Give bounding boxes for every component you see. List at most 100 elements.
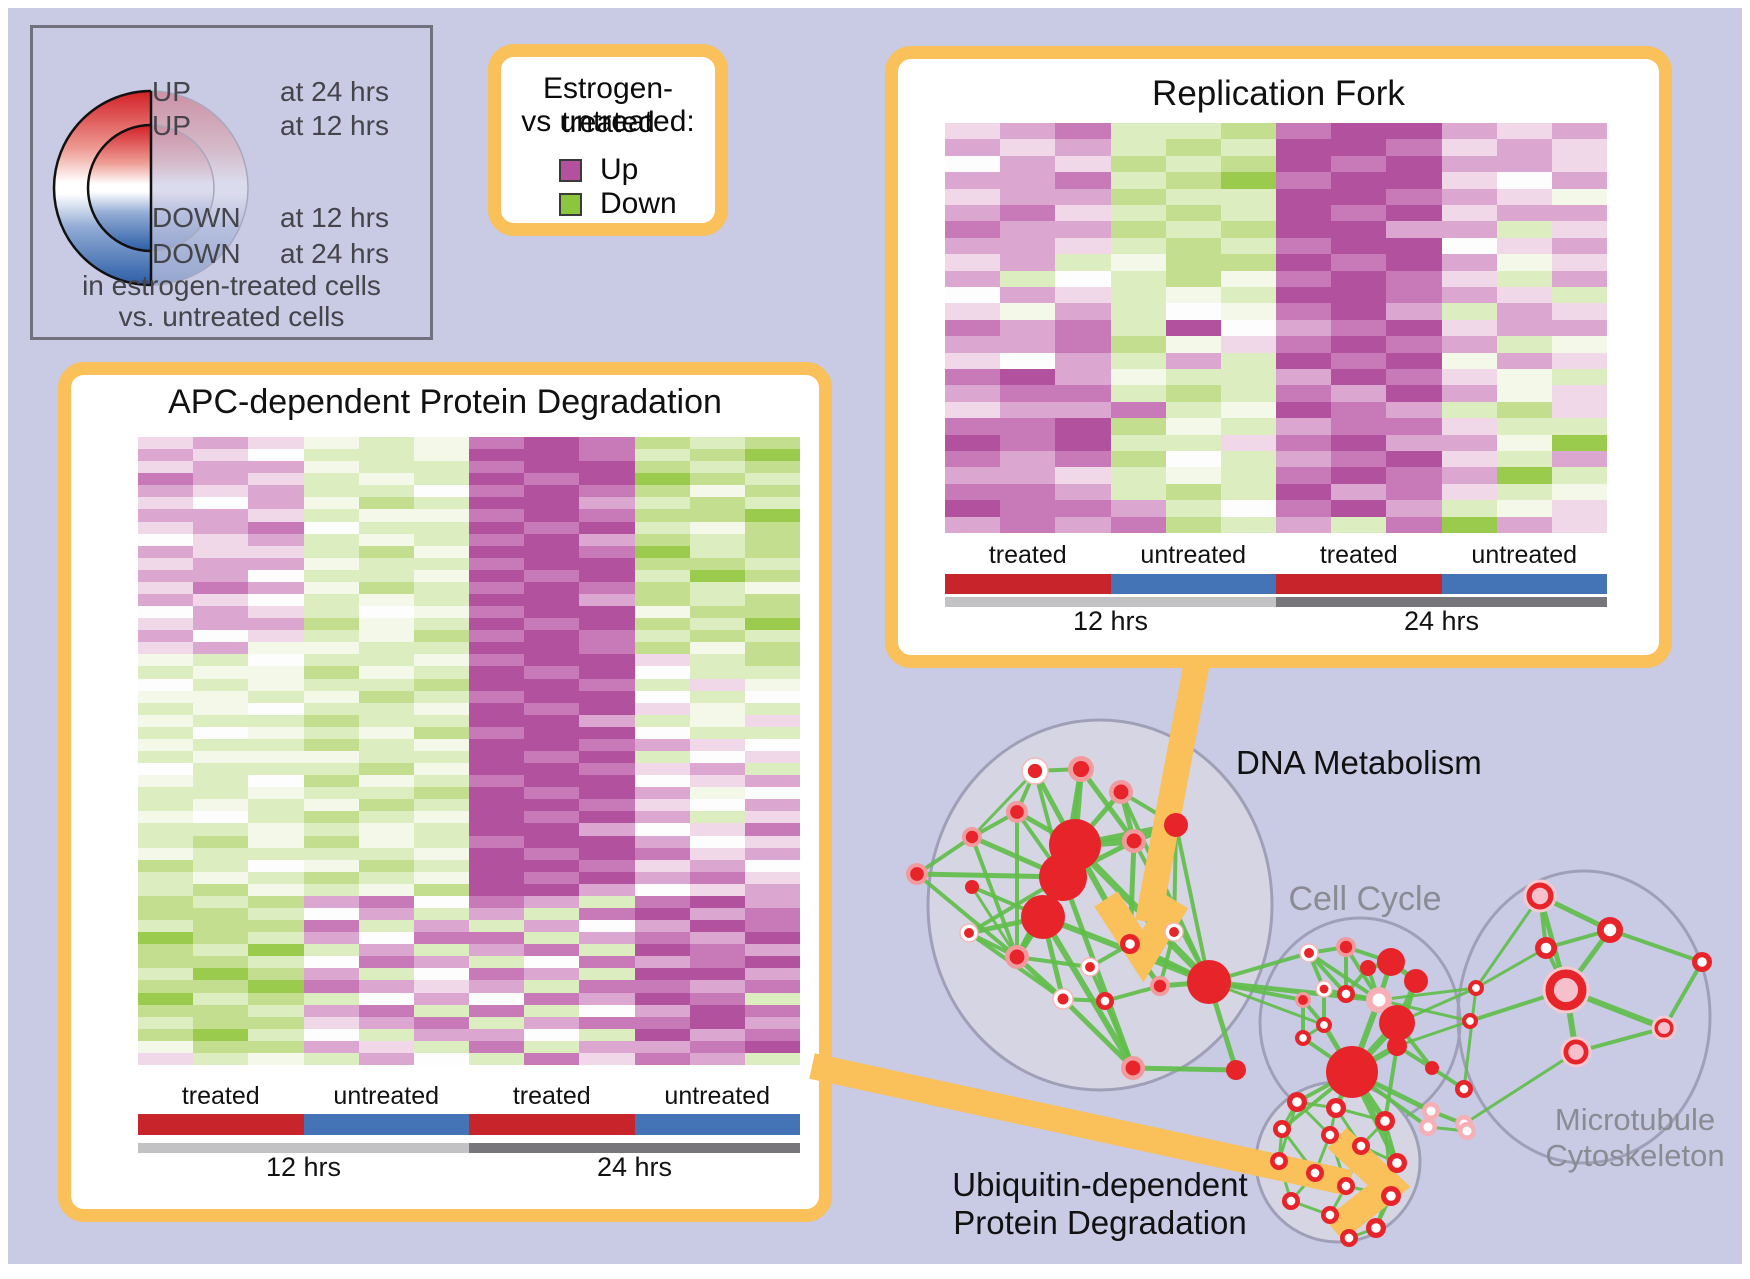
heatmap-cell <box>634 835 690 848</box>
heatmap-cell <box>634 473 690 486</box>
heatmap-cell <box>524 968 580 981</box>
heatmap-cell <box>358 920 414 933</box>
heatmap-cell <box>1165 418 1221 435</box>
heatmap-cell <box>413 823 469 836</box>
heatmap-cell <box>193 1028 249 1041</box>
heatmap-cell <box>193 509 249 522</box>
heatmap-cell <box>689 630 745 643</box>
heatmap-cell <box>413 642 469 655</box>
heatmap-cell <box>413 569 469 582</box>
heatmap-cell <box>634 738 690 751</box>
heatmap-cell <box>689 581 745 594</box>
heatmap-cell <box>579 569 635 582</box>
heatmap-cell <box>248 751 304 764</box>
heatmap-cell <box>303 594 359 607</box>
heatmap-cell <box>413 895 469 908</box>
heatmap-cell <box>579 437 635 450</box>
heatmap-cell <box>1000 204 1056 222</box>
heatmap-cell <box>579 811 635 824</box>
heatmap-cell <box>303 871 359 884</box>
heatmap-cell <box>193 714 249 727</box>
heatmap-cell <box>303 908 359 921</box>
heatmap-cell <box>1055 204 1111 222</box>
heatmap-cell <box>469 557 525 570</box>
heatmap-cell <box>469 835 525 848</box>
heatmap-cell <box>1496 270 1552 287</box>
heatmap-cell <box>524 859 580 872</box>
heatmap-cell <box>303 835 359 848</box>
heatmap-cell <box>303 485 359 498</box>
rf-condition-bar-2 <box>1276 574 1442 594</box>
heatmap-cell <box>1165 385 1221 402</box>
heatmap-cell <box>945 303 1001 320</box>
heatmap-cell <box>634 871 690 884</box>
heatmap-cell <box>744 1028 800 1041</box>
heatmap-cell <box>1000 434 1056 451</box>
heatmap-cell <box>1000 303 1056 320</box>
heatmap-cell <box>634 569 690 582</box>
heatmap-cell <box>469 569 525 582</box>
heatmap-cell <box>248 594 304 607</box>
heatmap-cell <box>138 1004 194 1017</box>
heatmap-cell <box>248 606 304 619</box>
heatmap-cell <box>1165 336 1221 353</box>
heatmap-cell <box>193 847 249 860</box>
heatmap-cell <box>689 1040 745 1053</box>
heatmap-cell <box>634 799 690 812</box>
heatmap-cell <box>689 883 745 896</box>
heatmap-cell <box>524 738 580 751</box>
heatmap-cell <box>945 368 1001 386</box>
apc-group-label-3: untreated <box>664 1082 771 1110</box>
heatmap-cell <box>469 581 525 594</box>
heatmap-cell <box>193 1052 249 1065</box>
heatmap-cell <box>689 485 745 498</box>
heatmap-cell <box>248 569 304 582</box>
heatmap-cell <box>1331 270 1387 287</box>
heatmap-cell <box>1331 123 1387 140</box>
heatmap-cell <box>193 581 249 594</box>
cluster-label-cell-cycle: Cell Cycle <box>1288 880 1442 918</box>
heatmap-cell <box>579 775 635 788</box>
heatmap-cell <box>413 763 469 776</box>
heatmap-cell <box>744 1040 800 1053</box>
heatmap-cell <box>1496 483 1552 501</box>
heatmap-cell <box>138 1040 194 1053</box>
heatmap-cell <box>689 497 745 510</box>
heatmap-cell <box>524 811 580 824</box>
heatmap-cell <box>413 449 469 462</box>
heatmap-cell <box>138 895 194 908</box>
heatmap-cell <box>524 883 580 896</box>
heatmap-cell <box>1220 434 1276 451</box>
heatmap-cell <box>138 557 194 570</box>
heatmap-cell <box>634 630 690 643</box>
heatmap-cell <box>744 437 800 450</box>
heatmap-cell <box>358 521 414 534</box>
heatmap-cell <box>303 497 359 510</box>
heatmap-cell <box>1055 385 1111 402</box>
heatmap-cell <box>1220 188 1276 205</box>
heatmap-cell <box>1441 139 1497 156</box>
heatmap-cell <box>1276 434 1332 451</box>
heatmap-cell <box>1551 319 1607 337</box>
heatmap-cell <box>689 980 745 993</box>
heatmap-cell <box>1551 155 1607 173</box>
heatmap-cell <box>303 738 359 751</box>
down-color-swatch <box>559 192 582 216</box>
heatmap-cell <box>1276 352 1332 369</box>
heatmap-cell <box>1276 336 1332 353</box>
heatmap-cell <box>1000 401 1056 419</box>
heatmap-cell <box>579 545 635 558</box>
heatmap-cell <box>744 569 800 582</box>
heatmap-cell <box>469 714 525 727</box>
heatmap-cell <box>579 1040 635 1053</box>
heatmap-cell <box>1220 139 1276 156</box>
heatmap-cell <box>413 702 469 715</box>
heatmap-cell <box>303 726 359 739</box>
heatmap-cell <box>634 751 690 764</box>
heatmap-cell <box>634 980 690 993</box>
heatmap-cell <box>469 690 525 703</box>
heatmap-cell <box>248 642 304 655</box>
heatmap-cell <box>689 618 745 631</box>
heatmap-cell <box>634 823 690 836</box>
